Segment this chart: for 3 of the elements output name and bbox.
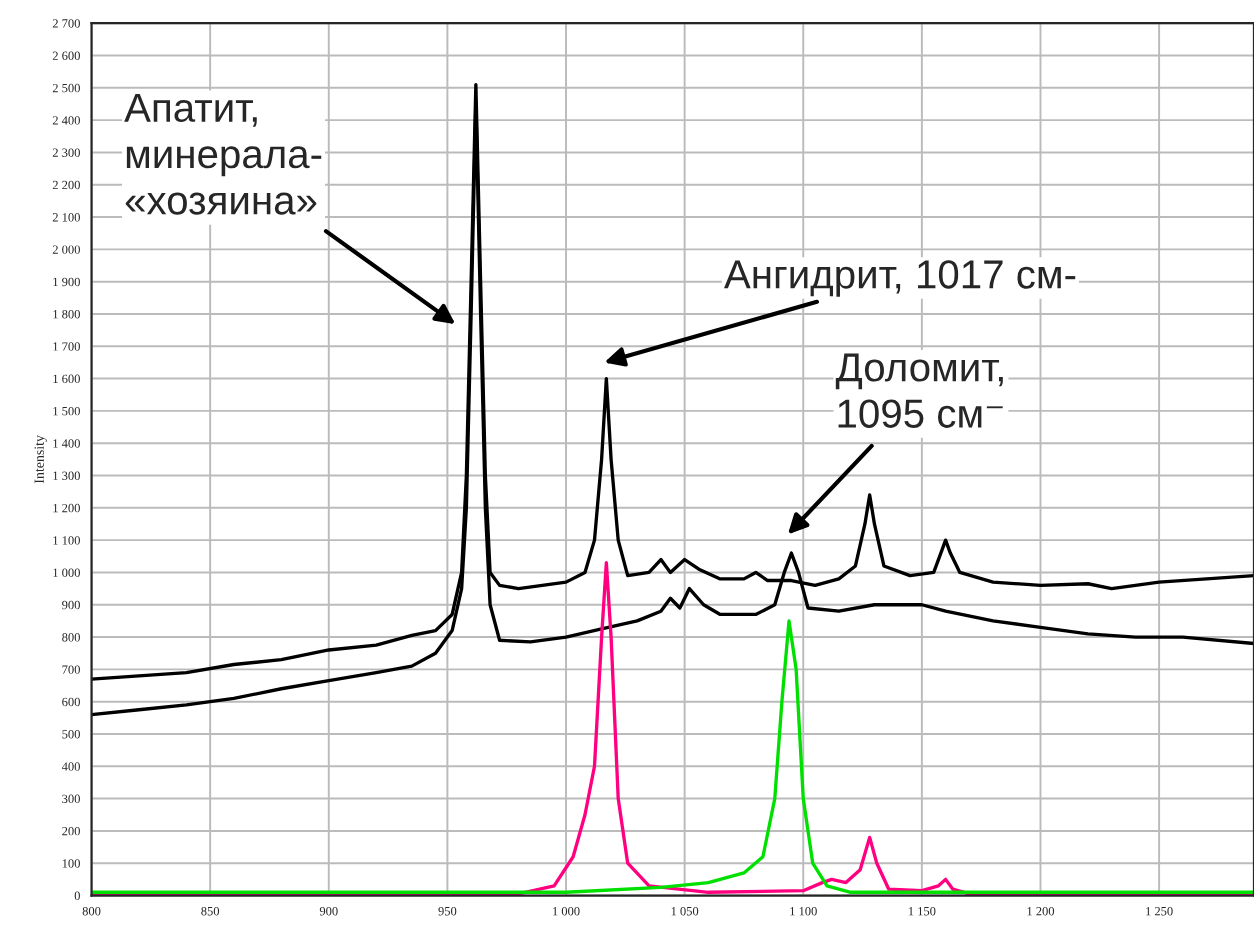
annotation: Доломит, 1095 см⁻ bbox=[835, 353, 1003, 428]
annotation: Ангидрит, 1017 см- bbox=[724, 260, 1076, 297]
annotation: Апатит, минерала- «хозяина» bbox=[124, 93, 322, 215]
